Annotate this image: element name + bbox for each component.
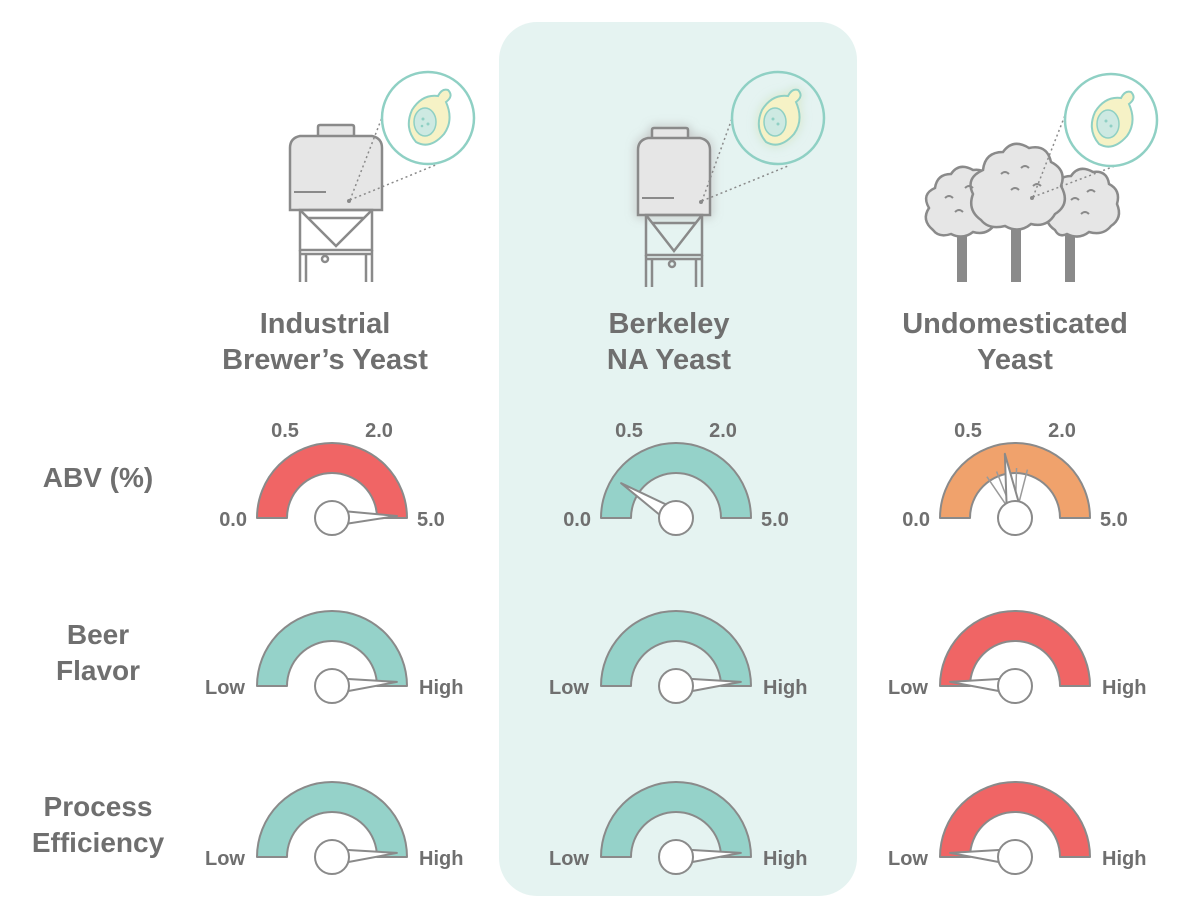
gauge-hub [314,668,350,704]
scale-low-label: Low [205,677,245,699]
gauge-berkeley-abv: 0.0 5.0 0.5 2.0 [563,420,789,536]
abv-tick-label: 0.5 [615,420,643,442]
gauge-arc [256,781,408,858]
row-label-line: Beer [66,619,130,650]
abv-tick-label: 0.5 [954,420,982,442]
column-title-line: NA Yeast [606,344,732,376]
glowing-fermenter-tank-icon [636,70,826,287]
scale-high-label: High [419,848,463,870]
scale-high-label: High [1102,677,1146,699]
gauge-hub [658,500,694,536]
gauge-undomesticated-beer-flavor: Low High [888,610,1146,704]
scale-low-label: Low [205,848,245,870]
gauge-arc [600,781,752,858]
row-label-line: ABV (%) [42,462,154,493]
gauge-industrial-beer-flavor: Low High [205,610,463,704]
scale-low-label: Low [549,848,589,870]
fermenter-tank-icon [288,70,476,282]
gauge-hub [997,500,1033,536]
gauge-berkeley-process-efficiency: Low High [549,781,807,875]
column-title-line: Undomesticated [902,308,1128,340]
row-label-line: Process [43,791,153,822]
gauge-arc [939,442,1091,519]
gauge-arc [600,610,752,687]
column-title-undomesticated: Undomesticated Yeast [865,306,1165,378]
scale-low-label: Low [888,677,928,699]
scale-high-label: High [763,848,807,870]
gauge-arc [939,781,1091,858]
gauge-arc [256,610,408,687]
scale-low-label: Low [549,677,589,699]
abv-min-label: 0.0 [563,509,591,531]
gauge-hub [314,839,350,875]
column-title-industrial: Industrial Brewer’s Yeast [175,306,475,378]
abv-min-label: 0.0 [902,509,930,531]
abv-tick-label: 0.5 [271,420,299,442]
gauge-hub [314,500,350,536]
row-label-line: Efficiency [31,827,165,858]
scale-low-label: Low [888,848,928,870]
row-label-process-efficiency: Process Efficiency [3,789,193,861]
gauge-hub [658,839,694,875]
abv-max-label: 5.0 [761,509,789,531]
abv-tick-label: 2.0 [1048,420,1076,442]
gauge-arc [256,442,408,519]
gauge-arc [600,442,752,519]
row-label-beer-flavor: Beer Flavor [3,617,193,689]
gauge-berkeley-beer-flavor: Low High [549,610,807,704]
scale-high-label: High [419,677,463,699]
row-label-abv: ABV (%) [3,460,193,496]
gauge-hub [997,839,1033,875]
gauge-industrial-process-efficiency: Low High [205,781,463,875]
trees-icon [924,72,1159,282]
abv-tick-label: 2.0 [365,420,393,442]
column-title-line: Berkeley [608,308,730,340]
scale-high-label: High [763,677,807,699]
gauge-undomesticated-abv: 0.0 5.0 0.5 2.0 [902,420,1128,536]
column-title-berkeley: Berkeley NA Yeast [519,306,819,378]
column-title-line: Industrial [259,308,391,340]
gauge-industrial-abv: 0.0 5.0 0.5 2.0 [219,420,445,536]
gauge-undomesticated-process-efficiency: Low High [888,781,1146,875]
abv-max-label: 5.0 [1100,509,1128,531]
abv-min-label: 0.0 [219,509,247,531]
column-title-line: Yeast [977,344,1053,376]
abv-max-label: 5.0 [417,509,445,531]
row-label-line: Flavor [55,655,141,686]
column-title-line: Brewer’s Yeast [222,344,428,376]
scale-high-label: High [1102,848,1146,870]
gauge-arc [939,610,1091,687]
gauge-hub [658,668,694,704]
gauge-hub [997,668,1033,704]
abv-tick-label: 2.0 [709,420,737,442]
